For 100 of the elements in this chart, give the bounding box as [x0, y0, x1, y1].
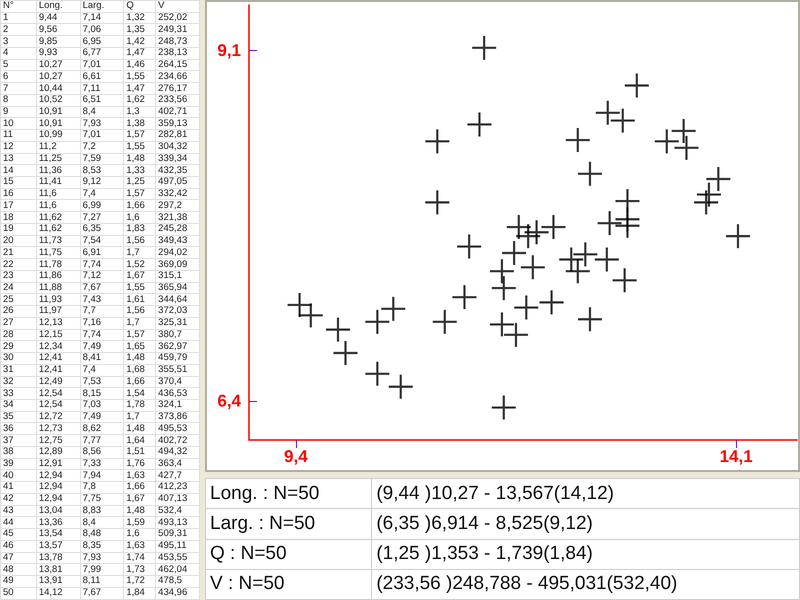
text: 282,81: [156, 129, 200, 142]
text: V: [156, 0, 200, 12]
text: 1,57: [124, 328, 156, 341]
text: 7,4: [80, 188, 124, 200]
point: [388, 374, 413, 399]
text: 276,17: [156, 82, 200, 94]
text: 6,61: [80, 70, 124, 83]
text: 7,8: [80, 481, 124, 494]
text: 7,06: [80, 24, 124, 36]
text: 15: [0, 176, 36, 188]
text: 380,7: [156, 328, 200, 341]
text: 5: [0, 59, 36, 71]
text: 1,46: [124, 59, 156, 71]
x-tick-label: 9,4: [284, 447, 308, 466]
text: 12,41: [36, 364, 80, 376]
text: 7,43: [80, 294, 124, 306]
text: 8,48: [80, 528, 124, 540]
text: 7,03: [80, 399, 124, 412]
point: [540, 290, 564, 314]
point: [541, 215, 566, 240]
text: 8,62: [80, 422, 124, 435]
text: 38: [0, 446, 36, 458]
text: 12,89: [36, 446, 80, 458]
text: 20: [0, 235, 36, 247]
text: 11,78: [36, 258, 80, 270]
text: 25: [0, 294, 36, 306]
text: 11,62: [36, 212, 80, 224]
text: 6,35: [80, 223, 124, 236]
text: 478,5: [156, 575, 200, 588]
point: [696, 182, 721, 207]
point: [578, 307, 602, 332]
text: 7,11: [80, 82, 124, 94]
text: 7,4: [80, 364, 124, 376]
point: [333, 341, 358, 365]
point: [674, 136, 698, 160]
text: 365,94: [156, 282, 200, 294]
text: N°: [0, 0, 36, 12]
text: 7,12: [80, 270, 124, 282]
text: 42: [0, 493, 36, 506]
text: 13,57: [36, 540, 80, 552]
text: 1,48: [124, 152, 156, 165]
text: 31: [0, 364, 36, 376]
text: 324,1: [156, 399, 200, 412]
text: 1,57: [124, 188, 156, 200]
point: [326, 318, 350, 342]
text: 1,25: [124, 176, 156, 188]
text: 1,7: [124, 411, 156, 423]
text: 7,99: [80, 564, 124, 576]
text: 1,73: [124, 564, 156, 576]
point: [467, 112, 492, 136]
text: 1,55: [124, 282, 156, 294]
y-tick-label: 9,1: [217, 40, 241, 60]
text: 12,91: [36, 458, 80, 470]
text: 1,55: [124, 70, 156, 83]
text: 1: [0, 12, 36, 24]
text: Q : N=50: [206, 539, 372, 570]
text: 355,51: [156, 364, 200, 376]
text: 36: [0, 422, 36, 435]
text: 14,12: [36, 587, 80, 600]
text: 7,74: [80, 328, 124, 341]
text: 12,13: [36, 317, 80, 330]
text: 238,13: [156, 47, 200, 60]
point: [452, 285, 476, 310]
point: [490, 259, 514, 284]
text: 1,42: [124, 36, 156, 48]
text: 321,38: [156, 212, 200, 224]
point: [726, 224, 750, 248]
text: 248,73: [156, 36, 200, 48]
text: (1,25 )1,353 - 1,739(1,84): [372, 539, 800, 570]
text: 7,67: [80, 587, 124, 600]
text: 10,27: [36, 70, 80, 83]
text: 13,54: [36, 528, 80, 540]
text: 12,94: [36, 493, 80, 506]
text: 8,35: [80, 540, 124, 552]
text: 462,04: [156, 564, 200, 576]
text: 19: [0, 223, 36, 236]
text: 10,99: [36, 129, 80, 142]
point: [654, 129, 679, 154]
text: 6,91: [80, 246, 124, 259]
text: 332,42: [156, 188, 200, 200]
text: 495,11: [156, 540, 200, 552]
text: 7,75: [80, 493, 124, 506]
text: 11: [0, 129, 36, 142]
point: [612, 268, 637, 292]
text: 11,73: [36, 235, 80, 247]
point: [365, 310, 390, 334]
text: 1,76: [124, 458, 156, 470]
text: 1,55: [124, 141, 156, 154]
text: 39: [0, 458, 36, 470]
text: 21: [0, 246, 36, 259]
text: 10,27: [36, 59, 80, 71]
text: 8: [0, 94, 36, 106]
text: 50: [0, 587, 36, 600]
point: [365, 362, 390, 386]
text: 12,75: [36, 434, 80, 446]
point: [298, 303, 323, 328]
text: 18: [0, 212, 36, 224]
text: 10,91: [36, 118, 80, 130]
text: 24: [0, 282, 36, 294]
text: 47: [0, 552, 36, 564]
